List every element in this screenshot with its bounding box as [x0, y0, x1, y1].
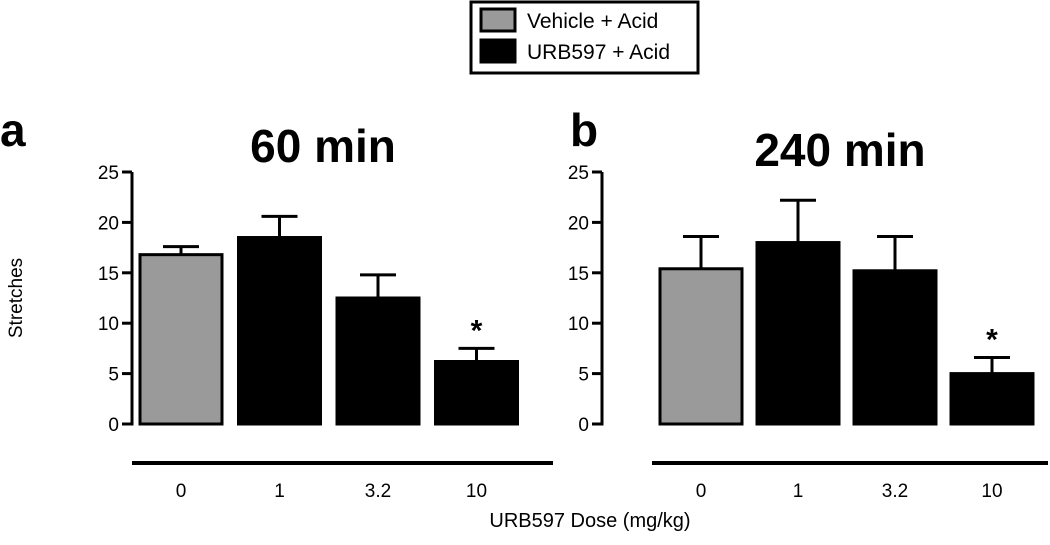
- x-tick-label: 0: [176, 481, 187, 502]
- panel-a: a 60 min 0 5 10 15 20 25 0 1 3.2 * 10: [0, 104, 553, 502]
- panel-title: 240 min: [754, 124, 925, 176]
- significance-marker: *: [986, 323, 998, 356]
- x-tick-label: 0: [696, 481, 707, 502]
- panel-title: 60 min: [250, 120, 396, 172]
- significance-marker: *: [471, 314, 483, 347]
- y-tick-label: 10: [568, 314, 589, 335]
- x-tick-label: 1: [793, 481, 804, 502]
- y-tick-label: 10: [98, 314, 119, 335]
- y-tick-label: 5: [578, 365, 589, 386]
- bar: [755, 241, 841, 426]
- y-tick-label: 20: [568, 213, 589, 234]
- bar: [335, 296, 421, 426]
- panel-label: b: [570, 104, 598, 156]
- y-tick-label: 15: [568, 264, 589, 285]
- y-tick-label: 20: [98, 213, 119, 234]
- panel-label: a: [0, 104, 26, 156]
- y-tick-label: 5: [108, 365, 119, 386]
- y-tick-label: 25: [98, 163, 119, 184]
- x-tick-label: 10: [981, 481, 1002, 502]
- bar: [852, 269, 938, 426]
- legend-label-vehicle: Vehicle + Acid: [527, 10, 658, 33]
- panel-b: b 240 min 0 5 10 15 20 25 0 1 3.2 * 10: [568, 104, 1048, 502]
- bar: [434, 360, 519, 426]
- y-tick-label: 0: [108, 415, 119, 436]
- x-tick-label: 1: [274, 481, 285, 502]
- legend-swatch-drug: [479, 38, 517, 64]
- legend-swatch-vehicle: [479, 7, 517, 33]
- x-tick-label: 10: [466, 481, 487, 502]
- bar: [138, 253, 224, 426]
- legend-label-drug: URB597 + Acid: [527, 41, 670, 64]
- x-tick-label: 3.2: [365, 481, 391, 502]
- x-axis-label: URB597 Dose (mg/kg): [489, 510, 690, 532]
- y-tick-label: 15: [98, 264, 119, 285]
- legend: Vehicle + Acid URB597 + Acid: [469, 0, 700, 75]
- y-tick-label: 25: [568, 163, 589, 184]
- y-tick-label: 0: [578, 415, 589, 436]
- bar: [237, 236, 322, 426]
- x-tick-label: 3.2: [882, 481, 908, 502]
- bar: [658, 267, 744, 426]
- y-axis-label: Stretches: [6, 258, 27, 338]
- bar: [949, 372, 1035, 426]
